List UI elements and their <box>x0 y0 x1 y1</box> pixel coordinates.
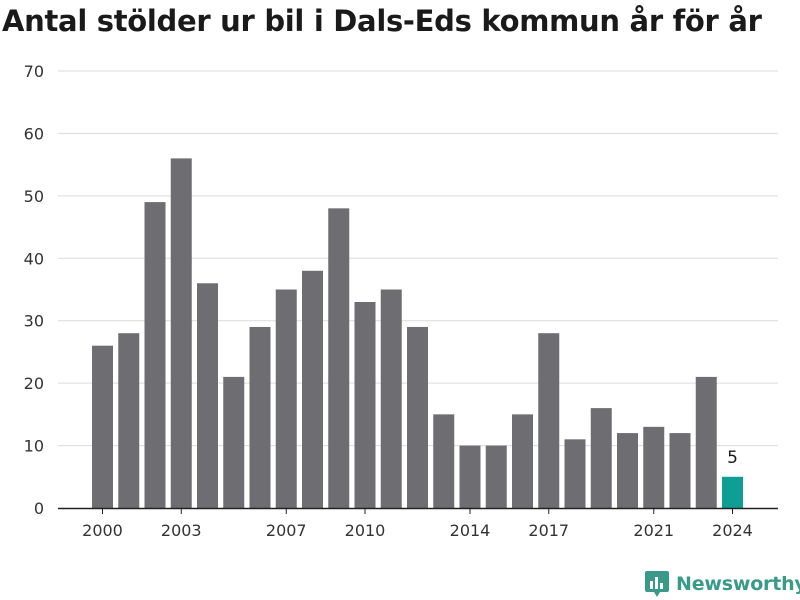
bar-2009 <box>328 208 350 509</box>
bar-2004 <box>197 283 218 508</box>
bar-2020 <box>617 433 638 508</box>
y-tick-label-10: 10 <box>24 437 44 456</box>
bar-2018 <box>564 439 586 508</box>
bar-2021 <box>643 426 665 508</box>
bars: 5 <box>92 158 743 509</box>
x-tick-label-2024: 2024 <box>712 521 753 540</box>
x-tick-label-2000: 2000 <box>82 521 123 540</box>
y-tick-label-60: 60 <box>24 124 44 143</box>
chart-title: Antal stölder ur bil i Dals-Eds kommun å… <box>2 4 762 38</box>
newsworthy-wordmark: Newsworthy <box>676 573 800 595</box>
bar-2016 <box>512 414 533 508</box>
axes: 0 10 20 30 40 50 60 70 2000 2003 2007 2010 2014 2017 2… <box>24 62 778 540</box>
x-tick-label-2021: 2021 <box>633 521 674 540</box>
bar-2013 <box>433 414 455 508</box>
bar-2024 <box>722 476 743 508</box>
y-tick-label-50: 50 <box>24 187 44 206</box>
y-tick-label-30: 30 <box>24 312 44 331</box>
x-tick-label-2017: 2017 <box>528 521 569 540</box>
bar-2017 <box>538 333 560 508</box>
bar-2002 <box>144 202 166 508</box>
bar-2008 <box>302 270 323 508</box>
bar-2010 <box>354 301 376 508</box>
bar-2015 <box>485 445 507 508</box>
bar-2014 <box>459 445 481 508</box>
data-label-2024: 5 <box>727 448 738 468</box>
bar-2007 <box>275 289 297 508</box>
x-tick-label-2010: 2010 <box>345 521 386 540</box>
x-tick-label-2007: 2007 <box>266 521 307 540</box>
x-tick-label-2003: 2003 <box>161 521 202 540</box>
newsworthy-logo-icon <box>645 571 669 597</box>
bar-2005 <box>223 376 245 508</box>
bar-2006 <box>249 326 271 508</box>
bar-2023 <box>695 376 717 508</box>
bar-2011 <box>380 289 402 508</box>
bar-2012 <box>407 326 428 508</box>
bar-2001 <box>118 333 140 508</box>
x-tick-label-2014: 2014 <box>450 521 491 540</box>
bar-2003 <box>170 158 192 508</box>
y-tick-label-40: 40 <box>24 249 44 268</box>
y-tick-label-0: 0 <box>34 499 44 518</box>
y-tick-label-20: 20 <box>24 374 44 393</box>
bar-2019 <box>590 408 612 508</box>
bar-2022 <box>669 433 691 508</box>
y-tick-label-70: 70 <box>24 62 44 81</box>
bar-2000 <box>92 345 113 508</box>
newsworthy-brand[interactable]: Newsworthy <box>644 569 800 599</box>
